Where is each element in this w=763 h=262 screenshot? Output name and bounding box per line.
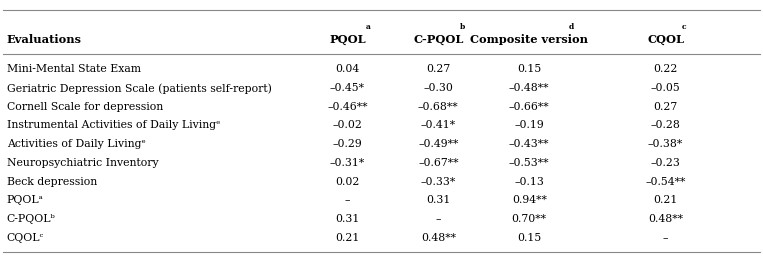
Text: –0.54**: –0.54** xyxy=(645,177,686,187)
Text: 0.70**: 0.70** xyxy=(512,214,547,224)
Text: Mini-Mental State Exam: Mini-Mental State Exam xyxy=(7,64,140,74)
Text: –0.49**: –0.49** xyxy=(418,139,459,149)
Text: Evaluations: Evaluations xyxy=(7,34,82,45)
Text: –0.67**: –0.67** xyxy=(418,158,459,168)
Text: –0.33*: –0.33* xyxy=(420,177,456,187)
Text: a: a xyxy=(365,23,371,31)
Text: d: d xyxy=(569,23,575,31)
Text: b: b xyxy=(460,23,465,31)
Text: –0.05: –0.05 xyxy=(651,83,681,93)
Text: –0.19: –0.19 xyxy=(514,121,544,130)
Text: –0.31*: –0.31* xyxy=(330,158,365,168)
Text: 0.48**: 0.48** xyxy=(421,233,456,243)
Text: CQOLᶜ: CQOLᶜ xyxy=(7,233,43,243)
Text: 0.02: 0.02 xyxy=(335,177,359,187)
Text: 0.04: 0.04 xyxy=(335,64,359,74)
Text: c: c xyxy=(681,23,686,31)
Text: –0.13: –0.13 xyxy=(514,177,544,187)
Text: –0.66**: –0.66** xyxy=(509,102,549,112)
Text: –0.23: –0.23 xyxy=(651,158,681,168)
Text: PQOLᵃ: PQOLᵃ xyxy=(7,195,43,205)
Text: –0.46**: –0.46** xyxy=(327,102,368,112)
Text: –0.43**: –0.43** xyxy=(509,139,549,149)
Text: Geriatric Depression Scale (patients self-report): Geriatric Depression Scale (patients sel… xyxy=(7,83,272,94)
Text: –0.53**: –0.53** xyxy=(509,158,549,168)
Text: –: – xyxy=(663,233,668,243)
Text: C-PQOL: C-PQOL xyxy=(413,34,463,45)
Text: –0.28: –0.28 xyxy=(651,121,681,130)
Text: –: – xyxy=(345,195,350,205)
Text: –0.45*: –0.45* xyxy=(330,83,365,93)
Text: –0.29: –0.29 xyxy=(333,139,362,149)
Text: Activities of Daily Livingᵉ: Activities of Daily Livingᵉ xyxy=(7,139,145,149)
Text: 0.15: 0.15 xyxy=(517,233,541,243)
Text: –0.02: –0.02 xyxy=(333,121,362,130)
Text: C-PQOLᵇ: C-PQOLᵇ xyxy=(7,214,55,224)
Text: –0.38*: –0.38* xyxy=(648,139,683,149)
Text: 0.27: 0.27 xyxy=(653,102,678,112)
Text: –0.41*: –0.41* xyxy=(420,121,456,130)
Text: 0.15: 0.15 xyxy=(517,64,541,74)
Text: 0.27: 0.27 xyxy=(427,64,450,74)
Text: 0.94**: 0.94** xyxy=(512,195,546,205)
Text: Beck depression: Beck depression xyxy=(7,177,97,187)
Text: Cornell Scale for depression: Cornell Scale for depression xyxy=(7,102,163,112)
Text: –0.48**: –0.48** xyxy=(509,83,549,93)
Text: –0.30: –0.30 xyxy=(423,83,453,93)
Text: 0.21: 0.21 xyxy=(653,195,678,205)
Text: –: – xyxy=(436,214,441,224)
Text: –0.68**: –0.68** xyxy=(418,102,459,112)
Text: 0.21: 0.21 xyxy=(335,233,359,243)
Text: CQOL: CQOL xyxy=(647,34,684,45)
Text: Neuropsychiatric Inventory: Neuropsychiatric Inventory xyxy=(7,158,158,168)
Text: 0.31: 0.31 xyxy=(426,195,450,205)
Text: 0.48**: 0.48** xyxy=(648,214,683,224)
Text: 0.31: 0.31 xyxy=(335,214,359,224)
Text: PQOL: PQOL xyxy=(329,34,365,45)
Text: Instrumental Activities of Daily Livingᵉ: Instrumental Activities of Daily Livingᵉ xyxy=(7,121,220,130)
Text: 0.22: 0.22 xyxy=(653,64,678,74)
Text: Composite version: Composite version xyxy=(470,34,588,45)
